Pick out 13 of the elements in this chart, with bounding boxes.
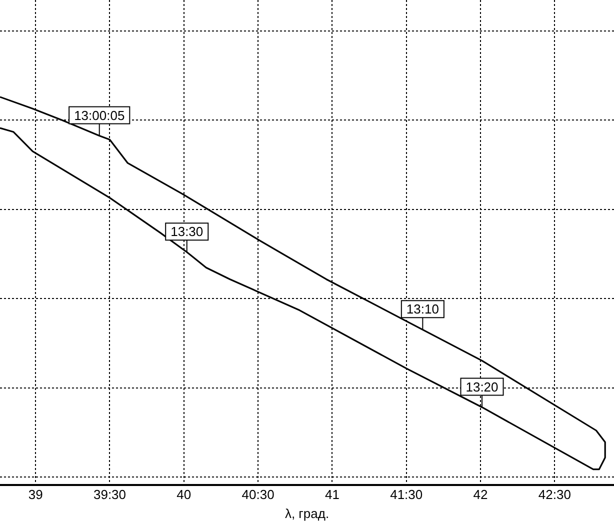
x-tick-label: 42 (473, 487, 488, 502)
x-tick-label: 41:30 (390, 487, 423, 502)
annotation: 13:20 (466, 379, 498, 394)
x-tick-label: 41 (324, 487, 340, 502)
x-tick-label: 39 (28, 487, 43, 502)
x-tick-label: 39:30 (93, 487, 126, 502)
x-axis-title: λ, град. (284, 506, 330, 521)
x-tick-label: 40 (176, 487, 192, 502)
annotation: 13:10 (406, 302, 439, 317)
x-tick-label: 40:30 (242, 487, 274, 502)
annotation: 13:00:05 (74, 108, 125, 123)
annotation: 13:30 (170, 224, 204, 240)
x-tick-label: 42:30 (538, 487, 571, 502)
